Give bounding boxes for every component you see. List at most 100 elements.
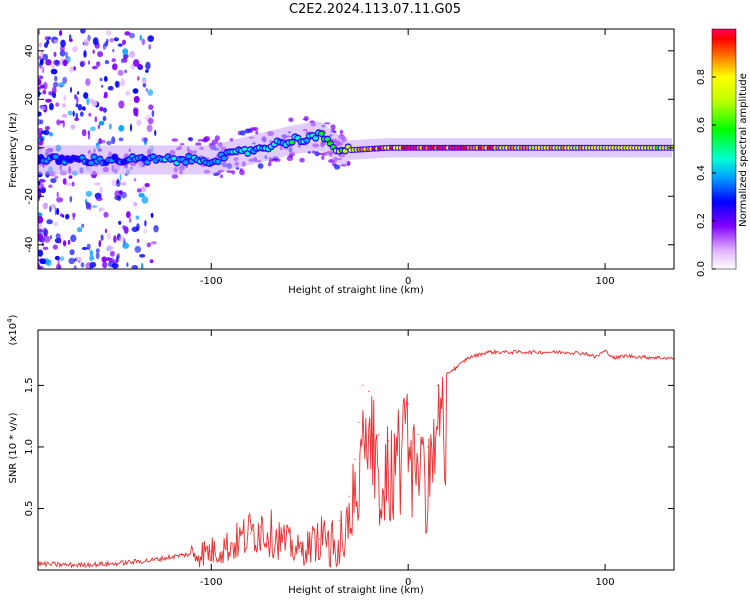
- x-tick-label: -100: [200, 276, 223, 287]
- noise-blob: [116, 254, 119, 263]
- noise-blob: [54, 75, 58, 82]
- noise-blob: [58, 82, 65, 88]
- ridge-blob: [91, 154, 97, 159]
- noise-blob: [103, 211, 109, 218]
- snr-ticks: -100 0 100 0.5 1.0 1.5: [24, 330, 674, 588]
- noise-blob: [211, 139, 219, 145]
- noise-blob: [113, 37, 119, 42]
- noise-blob: [53, 39, 59, 44]
- noise-blob: [111, 136, 116, 145]
- noise-blob: [171, 138, 179, 142]
- noise-blob: [141, 79, 147, 84]
- noise-blob: [38, 212, 43, 218]
- noise-blob: [120, 78, 126, 87]
- ridge-blob: [318, 131, 325, 136]
- noise-blob: [102, 115, 107, 122]
- ridge-blob: [186, 154, 192, 159]
- noise-blob: [101, 84, 104, 88]
- ridge-blob: [221, 156, 227, 161]
- noise-blob: [136, 119, 142, 126]
- noise-blob: [70, 124, 76, 130]
- noise-blob: [43, 232, 47, 237]
- noise-blob: [126, 262, 129, 267]
- snr-scale-label: (x104): [6, 314, 19, 345]
- noise-blob: [133, 59, 140, 67]
- noise-blob: [107, 232, 111, 241]
- noise-blob: [109, 257, 114, 263]
- noise-blob: [142, 82, 147, 88]
- snr-point: [584, 352, 587, 354]
- ridge-blob: [171, 156, 177, 161]
- noise-blob: [124, 31, 131, 36]
- noise-blob: [141, 137, 149, 142]
- noise-blob: [273, 158, 281, 163]
- noise-blob: [77, 104, 83, 111]
- noise-blob: [86, 97, 90, 106]
- noise-blob: [65, 213, 70, 220]
- noise-blob: [123, 226, 129, 234]
- noise-blob: [38, 249, 44, 257]
- noise-blob: [203, 137, 209, 142]
- noise-blob: [96, 61, 101, 67]
- noise-blob: [111, 58, 116, 62]
- noise-blob: [87, 132, 91, 140]
- snr-point: [151, 559, 153, 561]
- snr-point: [348, 495, 350, 497]
- noise-blob: [109, 250, 115, 257]
- snr-point: [378, 434, 380, 436]
- noise-blob: [42, 246, 49, 250]
- noise-blob: [121, 181, 127, 186]
- spectrogram-ticks: -100 0 100 -40 -20 0 20 40: [24, 29, 674, 287]
- noise-blob: [52, 86, 57, 94]
- noise-blob: [108, 123, 112, 130]
- snr-series-line: [38, 348, 674, 569]
- noise-blob: [77, 227, 83, 233]
- noise-blob: [118, 235, 125, 243]
- noise-blob: [122, 39, 126, 46]
- noise-blob: [38, 86, 41, 91]
- noise-blob: [81, 246, 88, 251]
- spectrogram-content: [38, 29, 674, 269]
- noise-blob: [54, 59, 61, 67]
- noise-blob: [106, 30, 112, 36]
- snr-point: [362, 384, 364, 386]
- noise-blob: [132, 88, 139, 94]
- snr-point: [250, 532, 252, 534]
- noise-blob: [80, 262, 85, 268]
- noise-blob: [70, 86, 72, 93]
- noise-blob: [109, 38, 114, 43]
- noise-blob: [70, 234, 77, 243]
- snr-point: [525, 351, 527, 353]
- noise-blob: [69, 249, 75, 256]
- noise-blob: [103, 76, 108, 82]
- noise-blob: [72, 45, 78, 53]
- noise-blob: [226, 170, 233, 174]
- noise-blob: [59, 50, 66, 57]
- noise-blob: [53, 222, 59, 227]
- noise-blob: [95, 197, 103, 201]
- noise-blob: [134, 245, 142, 253]
- noise-blob: [189, 137, 193, 142]
- noise-blob: [97, 51, 104, 58]
- noise-blob: [146, 242, 152, 248]
- snr-point: [466, 357, 468, 359]
- noise-blob: [89, 249, 93, 257]
- noise-blob: [44, 126, 51, 130]
- noise-blob: [38, 42, 42, 48]
- snr-point: [299, 550, 301, 553]
- snr-point: [387, 440, 390, 442]
- noise-blob: [104, 60, 110, 65]
- noise-blob: [62, 240, 67, 247]
- noise-blob: [347, 162, 351, 166]
- noise-blob: [81, 223, 85, 228]
- noise-blob: [288, 117, 294, 123]
- noise-blob: [61, 113, 68, 118]
- snr-point: [397, 421, 399, 423]
- noise-blob: [85, 78, 91, 86]
- noise-blob: [94, 116, 98, 123]
- noise-blob: [56, 263, 61, 269]
- noise-blob: [129, 50, 136, 58]
- snr-point: [456, 366, 458, 368]
- noise-blob: [122, 242, 130, 249]
- noise-blob: [330, 124, 336, 131]
